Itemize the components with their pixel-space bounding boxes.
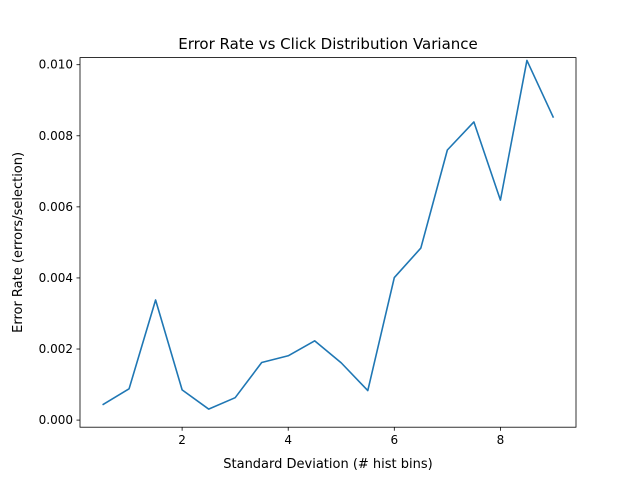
y-axis-label: Error Rate (errors/selection) [11, 152, 26, 333]
y-tick-label: 0.010 [39, 58, 73, 72]
x-axis-label: Standard Deviation (# hist bins) [223, 457, 433, 472]
y-tick-label: 0.002 [39, 342, 73, 356]
x-tick-label: 8 [497, 433, 505, 447]
x-tick-label: 2 [178, 433, 186, 447]
y-tick-label: 0.008 [39, 129, 73, 143]
y-tick-label: 0.004 [39, 271, 73, 285]
x-tick-label: 6 [390, 433, 398, 447]
x-tick-label: 4 [284, 433, 292, 447]
chart-title: Error Rate vs Click Distribution Varianc… [178, 35, 478, 53]
axes-frame [79, 57, 577, 428]
plot-area: 2 4 6 8 0.000 0.002 0.004 0.006 0.008 0.010 [39, 58, 555, 447]
series-line-0 [102, 59, 555, 410]
y-tick-label: 0.000 [39, 413, 73, 427]
y-tick-label: 0.006 [39, 200, 73, 214]
